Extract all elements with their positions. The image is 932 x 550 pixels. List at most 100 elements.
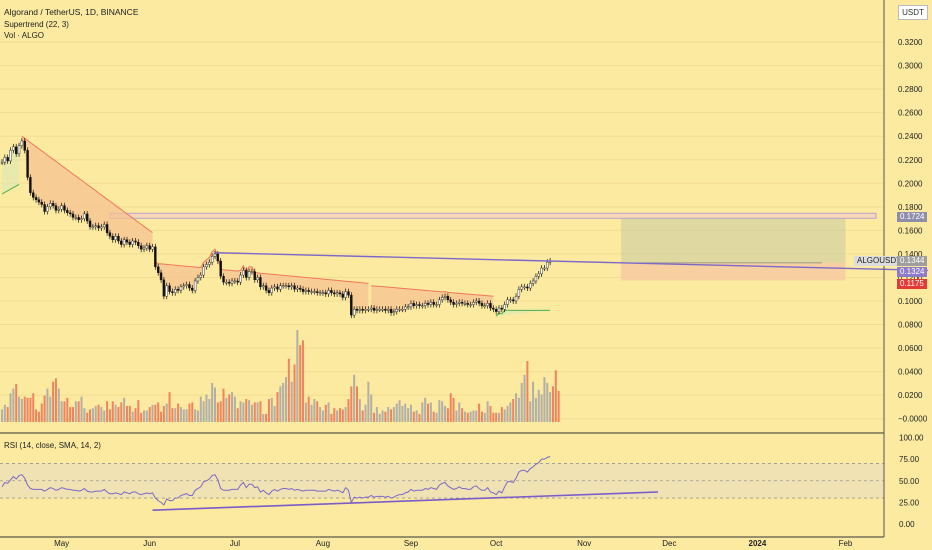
indicator-volume-label[interactable]: Vol · ALGO: [4, 31, 45, 40]
annotations: [0, 252, 928, 434]
candle-body: [486, 303, 489, 306]
volume-bar: [543, 377, 546, 422]
volume-bar: [483, 412, 486, 422]
candle-body: [142, 247, 146, 250]
volume-bar: [63, 401, 66, 422]
candle-body: [441, 297, 444, 301]
candle-body: [372, 307, 376, 311]
volume-bar: [415, 410, 418, 422]
candle-body: [500, 307, 504, 310]
volume-bar: [231, 392, 234, 422]
stop-price-label: 0.1175: [897, 279, 927, 289]
candle-body: [71, 213, 75, 218]
volume-bar: [157, 402, 160, 422]
volume-bar: [392, 407, 395, 422]
candle-body: [546, 261, 549, 269]
rsi-trendline: [152, 491, 659, 511]
supertrend-line: [155, 248, 369, 284]
volume-bar: [347, 399, 350, 422]
price-tick-label: 0.0400: [898, 368, 923, 377]
rsi-tick-label: 50.00: [899, 477, 920, 486]
volume-bar: [233, 396, 236, 422]
volume-bar: [43, 395, 46, 422]
candle-body: [9, 150, 12, 162]
chart-title: Algorand / TetherUS, 1D, BINANCE: [4, 7, 139, 17]
volume-bar: [202, 401, 205, 422]
target-price-label: 0.1724: [897, 212, 928, 222]
volume-bar: [557, 390, 560, 422]
candle-body: [139, 245, 143, 250]
candle-body: [384, 309, 387, 311]
volume-bar: [327, 402, 330, 422]
volume-bar: [506, 405, 509, 422]
volume-bar: [287, 358, 290, 422]
volume-bar: [18, 396, 21, 422]
volume-bar: [228, 394, 231, 422]
candle-body: [262, 285, 265, 288]
volume-bar: [537, 389, 540, 422]
volume-bar: [523, 374, 526, 422]
candle-body: [517, 289, 521, 297]
volume-bar: [509, 402, 512, 422]
candle-body: [230, 280, 234, 284]
volume-bar: [86, 412, 89, 422]
candle-body: [284, 285, 288, 287]
volume-bar: [353, 374, 356, 422]
volume-bar: [534, 397, 537, 422]
indicator-supertrend-label[interactable]: Supertrend (22, 3): [4, 20, 69, 29]
volume-bar: [466, 412, 469, 422]
volume-bar: [438, 400, 441, 422]
volume-bar: [94, 405, 97, 422]
candle-body: [290, 285, 293, 288]
candle-body: [531, 280, 535, 284]
volume-bar: [131, 411, 134, 422]
volume-bar: [444, 405, 447, 422]
volume-bar: [196, 410, 199, 422]
candle-body: [120, 240, 123, 245]
candle-body: [392, 311, 396, 313]
candle-body: [14, 146, 18, 155]
price-tick-label: 0.2200: [898, 156, 923, 165]
volume-bar: [259, 401, 262, 422]
currency-button[interactable]: USDT: [898, 5, 928, 20]
volume-bar: [549, 392, 552, 422]
volume-bar: [66, 397, 69, 422]
candle-body: [83, 213, 86, 219]
volume-bar: [245, 399, 248, 422]
candle-body: [452, 301, 455, 305]
volume-bar: [290, 381, 293, 422]
volume-bar: [29, 397, 32, 422]
candle-body: [196, 277, 200, 282]
candle-body: [60, 205, 63, 210]
volume-bar: [299, 344, 302, 422]
candle-body: [321, 292, 325, 294]
volume-bar: [370, 394, 373, 422]
candle-body: [26, 150, 29, 178]
candle-body: [49, 203, 52, 208]
candle-body: [367, 309, 370, 311]
volume-bar: [424, 397, 427, 422]
candle-body: [85, 213, 89, 222]
supertrend-line: [495, 309, 551, 317]
candle-body: [293, 285, 296, 290]
volume-bar: [236, 408, 239, 422]
volume-bar: [140, 412, 143, 422]
volume-bar: [37, 411, 40, 422]
candles: [0, 137, 552, 319]
candle-body: [227, 281, 231, 284]
volume-bar: [15, 384, 18, 422]
candle-body: [213, 253, 217, 257]
candle-body: [97, 225, 100, 229]
candle-body: [253, 271, 256, 281]
supertrend-fill: [496, 310, 551, 317]
volume-bar: [103, 410, 106, 422]
volume-bar: [20, 399, 23, 422]
volume-bar: [72, 407, 74, 422]
rsi-tick-label: 0.00: [899, 520, 915, 529]
candle-body: [191, 287, 194, 291]
candle-body: [520, 286, 523, 290]
volume-bar: [293, 364, 296, 422]
candle-body: [529, 283, 532, 289]
rsi-label[interactable]: RSI (14, close, SMA, 14, 2): [4, 441, 101, 450]
candle-body: [80, 218, 83, 220]
